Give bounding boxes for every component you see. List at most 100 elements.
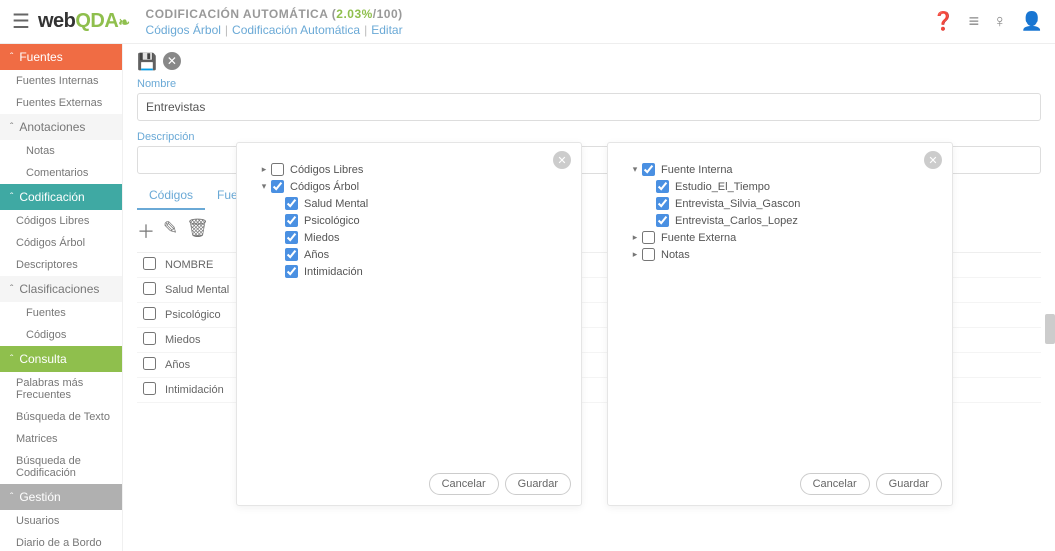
list-icon[interactable]: ≡ (969, 11, 980, 32)
tree-checkbox[interactable] (642, 231, 655, 244)
tree-label: Intimidación (304, 266, 363, 278)
select-all-checkbox[interactable] (143, 257, 165, 273)
profile-icon[interactable]: 👤 (1021, 11, 1043, 32)
tree-checkbox[interactable] (656, 180, 669, 193)
row-checkbox[interactable] (143, 357, 165, 373)
help-icon[interactable]: ❓ (932, 11, 954, 32)
row-checkbox[interactable] (143, 382, 165, 398)
save-icon[interactable]: 💾 (137, 52, 157, 72)
tree-label: Entrevista_Silvia_Gascon (675, 198, 800, 210)
tree-label: Salud Mental (304, 198, 368, 210)
dialog-body: ▾ Fuente Interna Estudio_El_Tiempo Entrevis… (608, 143, 952, 463)
sidebar-section-fuentes[interactable]: ˆFuentes (0, 44, 122, 70)
dialog-close-icon[interactable]: ✕ (553, 151, 571, 169)
save-button[interactable]: Guardar (505, 473, 571, 495)
tree-checkbox[interactable] (285, 214, 298, 227)
tree-checkbox[interactable] (285, 231, 298, 244)
menu-icon[interactable]: ☰ (12, 9, 30, 34)
top-bar: ☰ webQDA❧ CODIFICACIÓN AUTOMÁTICA (2.03%… (0, 0, 1055, 44)
sidebar-item-usuarios[interactable]: Usuarios (0, 510, 122, 532)
edit-icon[interactable]: ✎ (163, 218, 178, 244)
topbar-actions: ❓ ≡ ♀ 👤 (932, 11, 1043, 32)
sidebar-item-diario[interactable]: Diario de a Bordo (0, 532, 122, 551)
sidebar-item-palabras[interactable]: Palabras más Frecuentes (0, 372, 122, 406)
dialog-footer: Cancelar Guardar (608, 463, 952, 505)
dialog-close-icon[interactable]: ✕ (924, 151, 942, 169)
tree-checkbox[interactable] (271, 180, 284, 193)
sidebar-item-busqueda-codif[interactable]: Búsqueda de Codificación (0, 450, 122, 484)
tree-label: Estudio_El_Tiempo (675, 181, 770, 193)
name-input[interactable] (137, 93, 1041, 121)
sidebar-item-clasif-codigos[interactable]: Códigos (0, 324, 122, 346)
cancel-button[interactable]: Cancelar (800, 473, 870, 495)
sidebar-section-consulta[interactable]: ˆConsulta (0, 346, 122, 372)
tab-codigos[interactable]: Códigos (137, 182, 205, 210)
logo: webQDA❧ (38, 10, 130, 33)
tree-checkbox[interactable] (285, 265, 298, 278)
sidebar-section-anotaciones[interactable]: ˆAnotaciones (0, 114, 122, 140)
sidebar-item-codigos-arbol[interactable]: Códigos Árbol (0, 232, 122, 254)
tree-row: Entrevista_Silvia_Gascon (630, 195, 930, 212)
sidebar-item-fuentes-externas[interactable]: Fuentes Externas (0, 92, 122, 114)
tree-row: Miedos (259, 229, 559, 246)
sidebar-item-codigos-libres[interactable]: Códigos Libres (0, 210, 122, 232)
sidebar-item-descriptores[interactable]: Descriptores (0, 254, 122, 276)
tree-label: Psicológico (304, 215, 360, 227)
close-icon[interactable]: ✕ (163, 52, 181, 70)
add-icon[interactable]: ＋ (137, 218, 155, 244)
tree-label: Años (304, 249, 329, 261)
tree-checkbox[interactable] (642, 248, 655, 261)
user-location-icon[interactable]: ♀ (993, 11, 1007, 32)
save-button[interactable]: Guardar (876, 473, 942, 495)
row-checkbox[interactable] (143, 332, 165, 348)
sidebar-item-busqueda-texto[interactable]: Búsqueda de Texto (0, 406, 122, 428)
tree-checkbox[interactable] (271, 163, 284, 176)
tree-toggle-icon[interactable]: ▸ (259, 164, 269, 175)
tree-label: Notas (661, 249, 690, 261)
tree-checkbox[interactable] (656, 197, 669, 210)
breadcrumb-item[interactable]: Codificación Automática (232, 23, 360, 37)
dialog-sources: ✕ ▾ Fuente Interna Estudio_El_Tiempo Entrev… (607, 142, 953, 506)
dialog-codes: ✕ ▸Códigos Libres▾Códigos ÁrbolSalud Men… (236, 142, 582, 506)
tree-checkbox[interactable] (642, 163, 655, 176)
row-checkbox[interactable] (143, 307, 165, 323)
tree-label: Miedos (304, 232, 339, 244)
tree-checkbox[interactable] (285, 197, 298, 210)
breadcrumb-item[interactable]: Códigos Árbol (146, 23, 221, 37)
tree-row: ▸ Notas (630, 246, 930, 263)
scrollbar-thumb[interactable] (1045, 314, 1055, 344)
cancel-button[interactable]: Cancelar (429, 473, 499, 495)
tree-row: Años (259, 246, 559, 263)
tree-toggle-icon[interactable]: ▸ (630, 232, 640, 243)
delete-icon[interactable]: 🗑 (186, 218, 209, 244)
tree-row: Estudio_El_Tiempo (630, 178, 930, 195)
tree-row: Psicológico (259, 212, 559, 229)
tree-label: Entrevista_Carlos_Lopez (675, 215, 798, 227)
sidebar-section-clasificaciones[interactable]: ˆClasificaciones (0, 276, 122, 302)
sidebar-item-notas[interactable]: Notas (0, 140, 122, 162)
page-title: CODIFICACIÓN AUTOMÁTICA (2.03%/100) (146, 7, 933, 21)
tree-label: Fuente Interna (661, 164, 733, 176)
sidebar-item-matrices[interactable]: Matrices (0, 428, 122, 450)
tree-checkbox[interactable] (285, 248, 298, 261)
name-label: Nombre (137, 78, 1041, 90)
sidebar: ˆFuentes Fuentes Internas Fuentes Extern… (0, 44, 123, 551)
sidebar-section-codificacion[interactable]: ˆCodificación (0, 184, 122, 210)
breadcrumb: Códigos Árbol|Codificación Automática|Ed… (146, 23, 933, 37)
tree-checkbox[interactable] (656, 214, 669, 227)
form-toolbar: 💾 ✕ (137, 52, 1041, 72)
sidebar-section-gestion[interactable]: ˆGestión (0, 484, 122, 510)
sidebar-item-comentarios[interactable]: Comentarios (0, 162, 122, 184)
dialog-body: ▸Códigos Libres▾Códigos ÁrbolSalud Menta… (237, 143, 581, 463)
tree-toggle-icon[interactable]: ▾ (259, 181, 269, 192)
tree-row: Entrevista_Carlos_Lopez (630, 212, 930, 229)
tree-toggle-icon[interactable]: ▾ (630, 164, 640, 175)
tree-toggle-icon[interactable]: ▸ (630, 249, 640, 260)
tree-label: Códigos Árbol (290, 181, 359, 193)
row-checkbox[interactable] (143, 282, 165, 298)
sidebar-item-fuentes-internas[interactable]: Fuentes Internas (0, 70, 122, 92)
breadcrumb-item[interactable]: Editar (371, 23, 402, 37)
sidebar-item-clasif-fuentes[interactable]: Fuentes (0, 302, 122, 324)
dialog-footer: Cancelar Guardar (237, 463, 581, 505)
tree-row: ▾ Códigos Árbol (259, 178, 559, 195)
